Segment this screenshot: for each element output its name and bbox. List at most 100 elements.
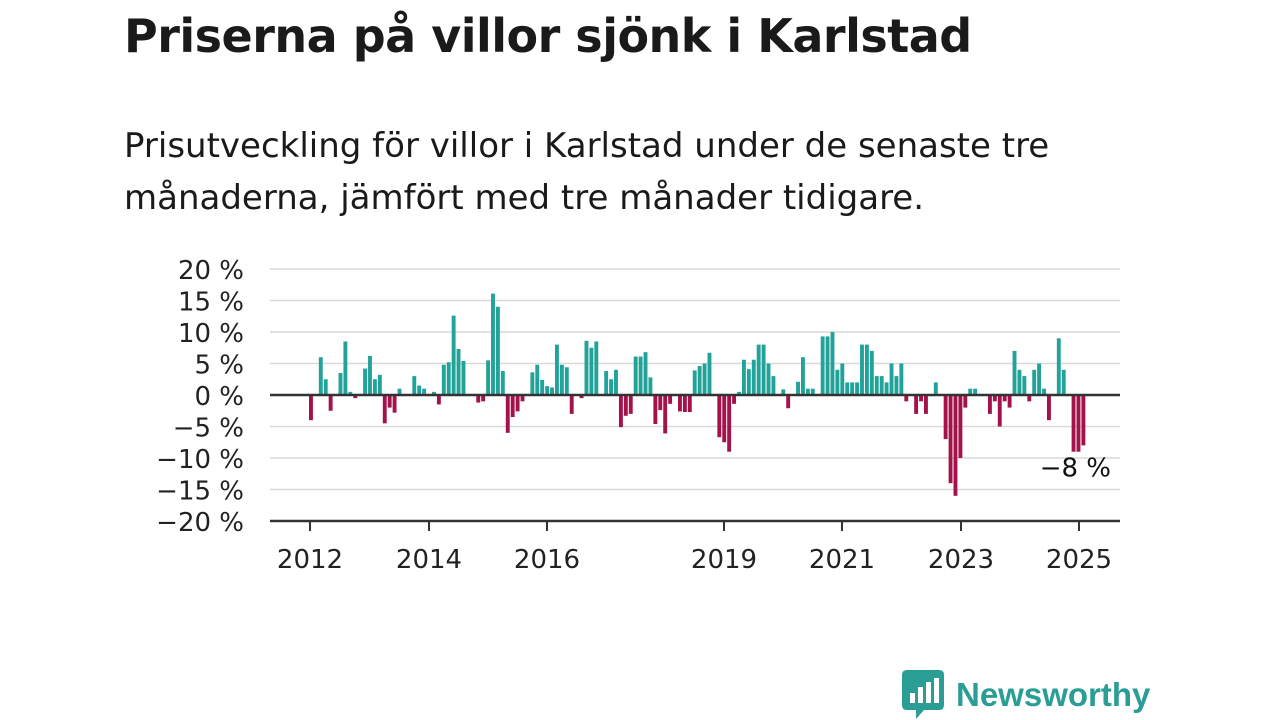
bar [633,356,638,395]
chart-title: Priserna på villor sjönk i Karlstad [124,9,972,63]
bar [584,340,589,395]
bar [628,395,633,414]
bar [997,395,1002,427]
bar [746,369,751,395]
bar [1017,369,1022,395]
bar [668,395,673,404]
bar [894,376,899,395]
bar [417,385,422,395]
bar [461,360,466,395]
bar [741,359,746,395]
bar [840,363,845,395]
bar [368,355,372,395]
bar [348,391,353,395]
bar [309,395,313,421]
bar [963,395,968,408]
bar [658,395,663,411]
bar [1007,395,1012,408]
bar [884,382,889,395]
bar [761,344,766,395]
bar [481,395,486,402]
bar [687,395,692,413]
y-tick-label: 15 % [178,288,244,318]
bar [899,363,904,395]
bar [786,395,791,409]
bar [1002,395,1007,402]
bar [751,359,756,395]
bar [343,341,348,395]
bar [1071,395,1076,452]
bar [648,377,653,395]
chart-subtitle: Prisutveckling för villor i Karlstad und… [124,126,1050,218]
bar [397,388,402,395]
bar [948,395,953,484]
bar [810,388,815,395]
y-tick-label: −10 % [156,445,244,475]
bar [796,381,800,395]
bar [515,395,520,412]
bar [707,352,712,395]
bar [451,315,456,395]
bar [702,363,707,395]
bar [353,395,358,399]
bar [643,352,648,395]
bar [1027,395,1032,402]
bar [830,332,835,395]
bar [835,369,840,395]
bar [500,371,505,395]
bar [919,395,923,402]
y-tick-label: 20 % [178,256,244,286]
y-tick-label: 0 % [194,382,244,412]
bar [943,395,948,440]
bar [781,389,786,395]
bar [805,388,810,395]
bar [879,376,884,395]
bar [520,395,525,402]
bar [382,395,387,424]
y-tick-label: 5 % [194,351,244,381]
bar [953,395,958,496]
bar [505,395,510,433]
bar [1076,395,1081,452]
bar [727,395,732,452]
newsworthy-icon [902,670,944,719]
bar [323,379,328,395]
y-tick-label: 10 % [178,319,244,349]
bar [1042,388,1046,395]
bar [663,395,668,434]
bar [933,382,938,395]
bar [456,349,461,395]
bar [825,336,830,395]
bar [889,363,894,395]
bar [540,379,545,395]
x-tick-label: 2025 [1046,545,1112,575]
bar [855,382,860,395]
x-tick-label: 2021 [809,545,875,575]
bar [717,395,722,438]
bar [476,395,481,403]
bar [850,382,855,395]
x-tick-label: 2023 [928,545,994,575]
bar [530,372,535,395]
bar [545,386,550,395]
bar [1081,395,1086,446]
bar [973,388,978,395]
bar [579,395,584,399]
bar [1012,350,1017,395]
bar [682,395,687,413]
x-tick-label: 2014 [396,545,462,575]
bar [860,344,864,395]
bar [422,388,427,395]
bar [722,395,727,443]
bar [594,341,599,395]
bar [318,357,323,395]
bar [697,366,702,395]
bar [569,395,574,414]
bar [992,395,997,402]
bar [874,376,879,395]
bar [1037,363,1042,395]
bar [432,391,436,395]
last-value-label: −8 % [1040,453,1111,483]
bar [1047,395,1051,421]
bar [338,372,343,395]
